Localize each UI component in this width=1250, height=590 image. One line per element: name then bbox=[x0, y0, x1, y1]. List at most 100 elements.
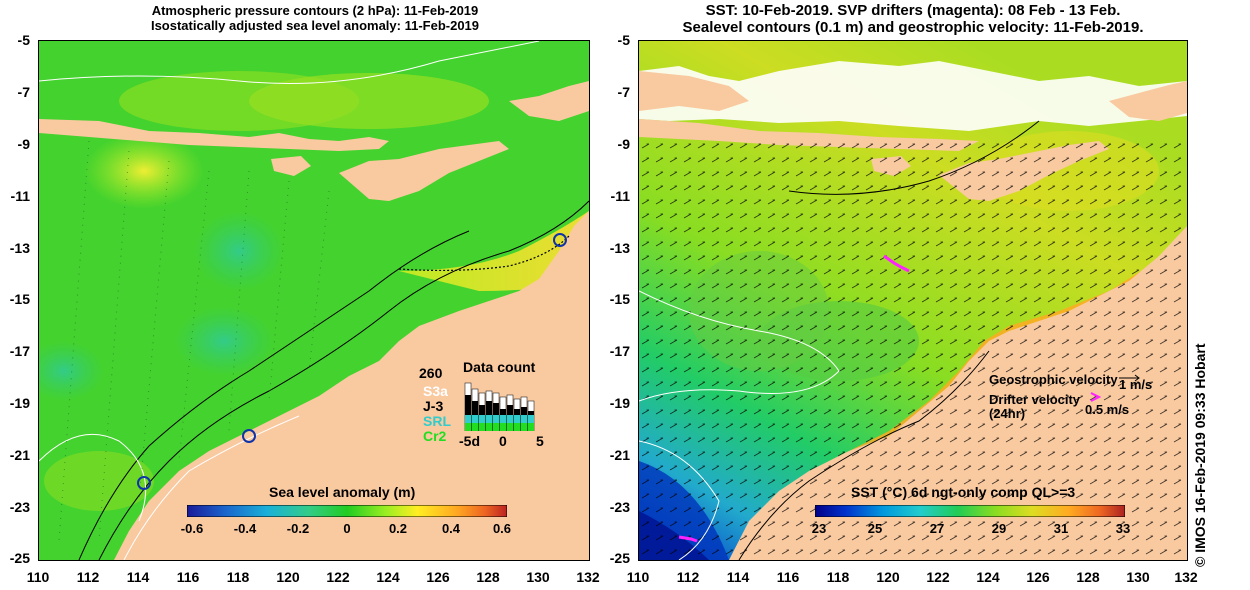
svp-drifter-track[interactable] bbox=[883, 254, 910, 273]
sst-cbar-tick: 33 bbox=[1115, 521, 1131, 536]
mission-s3a: S3a bbox=[423, 383, 448, 399]
geostrophic-arrows bbox=[639, 136, 1187, 560]
data-count-title: Data count bbox=[463, 359, 536, 375]
lon-tick: 114 bbox=[126, 569, 150, 585]
tide-gauge-marker[interactable] bbox=[137, 476, 151, 490]
lat-tick: -15 bbox=[609, 291, 630, 307]
sst-colorbar-title: SST (°C) 6d ngt-only comp QL>=3 bbox=[851, 484, 1076, 500]
lon-tick: 118 bbox=[826, 569, 850, 585]
sla-cbar-tick: 0.2 bbox=[388, 521, 408, 536]
sla-cbar-tick: 0.6 bbox=[492, 521, 512, 536]
mission-srl: SRL bbox=[423, 413, 451, 429]
lon-tick: 132 bbox=[576, 569, 600, 585]
sla-colorbar bbox=[187, 505, 507, 517]
lat-tick: -21 bbox=[609, 447, 630, 463]
sst-colorbar bbox=[815, 505, 1125, 517]
lat-tick: -19 bbox=[9, 395, 30, 411]
lat-tick: -5 bbox=[17, 32, 30, 48]
sst-map[interactable]: Geostrophic velocity 1 m/s Drifter veloc… bbox=[638, 40, 1188, 561]
lat-tick: -17 bbox=[9, 343, 30, 359]
lat-tick: -7 bbox=[17, 84, 30, 100]
data-count-max: 260 bbox=[419, 365, 443, 381]
lat-tick: -13 bbox=[9, 240, 30, 256]
data-count-bars bbox=[464, 382, 535, 431]
sla-map-svg bbox=[39, 41, 589, 560]
drifter-scale: 0.5 m/s bbox=[1085, 402, 1130, 417]
sla-cbar-tick: -0.4 bbox=[233, 521, 257, 536]
lon-tick: 130 bbox=[526, 569, 550, 585]
lon-tick: 128 bbox=[476, 569, 500, 585]
mission-j3: J-3 bbox=[423, 398, 444, 414]
right-title-line2: Sealevel contours (0.1 m) and geostrophi… bbox=[682, 19, 1144, 36]
tide-gauge-marker[interactable] bbox=[242, 429, 256, 443]
lat-tick: -23 bbox=[609, 499, 630, 515]
lon-tick: 112 bbox=[76, 569, 100, 585]
lat-tick: -19 bbox=[609, 395, 630, 411]
lon-tick: 122 bbox=[326, 569, 350, 585]
data-count-xtick: 5 bbox=[536, 433, 544, 449]
timor-island bbox=[339, 141, 509, 201]
lat-tick: -11 bbox=[610, 188, 630, 204]
credit-text: © IMOS 16-Feb-2019 09:33 Hobart bbox=[1192, 343, 1208, 567]
lat-tick: -9 bbox=[617, 136, 630, 152]
svp-drifter-track[interactable] bbox=[678, 535, 698, 543]
lat-tick: -7 bbox=[617, 84, 630, 100]
sla-cbar-tick: -0.6 bbox=[180, 521, 204, 536]
sst-cbar-tick: 29 bbox=[991, 521, 1007, 536]
australia-land bbox=[114, 211, 589, 560]
lon-tick: 110 bbox=[626, 569, 650, 585]
lat-tick: -25 bbox=[609, 550, 630, 566]
imos-credit: © IMOS 16-Feb-2019 09:33 Hobart bbox=[1186, 322, 1214, 572]
lon-tick: 116 bbox=[776, 569, 800, 585]
lon-tick: 132 bbox=[1174, 569, 1198, 585]
lat-tick: -15 bbox=[9, 291, 30, 307]
lat-tick: -25 bbox=[9, 550, 30, 566]
lat-tick: -13 bbox=[609, 240, 630, 256]
lon-tick: 112 bbox=[676, 569, 700, 585]
sst-cbar-tick: 31 bbox=[1053, 521, 1069, 536]
lon-tick: 124 bbox=[376, 569, 400, 585]
left-title-line1: Atmospheric pressure contours (2 hPa): 1… bbox=[151, 3, 479, 18]
data-count-xtick: -5d bbox=[459, 433, 480, 449]
geostrophic-scale: 1 m/s bbox=[1119, 377, 1153, 392]
geostrophic-velocity-label: Geostrophic velocity bbox=[989, 372, 1118, 387]
lon-tick: 116 bbox=[176, 569, 200, 585]
lon-tick: 126 bbox=[426, 569, 450, 585]
sla-cbar-tick: 0.4 bbox=[441, 521, 461, 536]
lon-tick: 128 bbox=[1076, 569, 1100, 585]
sla-colorbar-title: Sea level anomaly (m) bbox=[269, 484, 416, 500]
sla-cbar-tick: -0.2 bbox=[286, 521, 310, 536]
lon-tick: 120 bbox=[876, 569, 900, 585]
sst-cbar-tick: 23 bbox=[811, 521, 827, 536]
cloud-mask bbox=[639, 61, 1187, 131]
lat-tick: -5 bbox=[617, 32, 630, 48]
left-title-line2: Isostatically adjusted sea level anomaly… bbox=[150, 18, 480, 33]
geostrophic-scale-arrow-icon bbox=[1119, 374, 1140, 382]
right-title-line1: SST: 10-Feb-2019. SVP drifters (magenta)… bbox=[705, 2, 1121, 19]
lat-tick: -11 bbox=[10, 188, 30, 204]
nusa-tenggara-islands bbox=[39, 119, 389, 151]
lon-tick: 122 bbox=[926, 569, 950, 585]
data-count-xtick: 0 bbox=[499, 433, 507, 449]
sst-cbar-tick: 25 bbox=[867, 521, 883, 536]
lon-tick: 126 bbox=[1026, 569, 1050, 585]
lon-tick: 120 bbox=[276, 569, 300, 585]
left-panel-title: Atmospheric pressure contours (2 hPa): 1… bbox=[40, 3, 590, 33]
lat-tick: -17 bbox=[609, 343, 630, 359]
lon-tick: 124 bbox=[976, 569, 1000, 585]
sla-high-blob bbox=[84, 133, 204, 209]
lon-tick: 118 bbox=[226, 569, 250, 585]
lat-tick: -9 bbox=[17, 136, 30, 152]
drifter-velocity-sublabel: (24hr) bbox=[989, 406, 1026, 421]
lat-tick: -23 bbox=[9, 499, 30, 515]
drifter-scale-arrow-icon bbox=[1090, 392, 1101, 402]
sst-map-svg bbox=[639, 41, 1187, 560]
lat-tick: -21 bbox=[9, 447, 30, 463]
lon-tick: 130 bbox=[1126, 569, 1150, 585]
right-panel-title: SST: 10-Feb-2019. SVP drifters (magenta)… bbox=[640, 2, 1186, 36]
data-count-inset: 260 Data count S3a J-3 SRL Cr2 bbox=[419, 359, 579, 459]
sea-level-anomaly-map[interactable]: 260 Data count S3a J-3 SRL Cr2 bbox=[38, 40, 590, 561]
tide-gauge-marker[interactable] bbox=[553, 233, 567, 247]
sst-cbar-tick: 27 bbox=[929, 521, 945, 536]
drifter-velocity-label: Drifter velocity bbox=[989, 392, 1081, 407]
